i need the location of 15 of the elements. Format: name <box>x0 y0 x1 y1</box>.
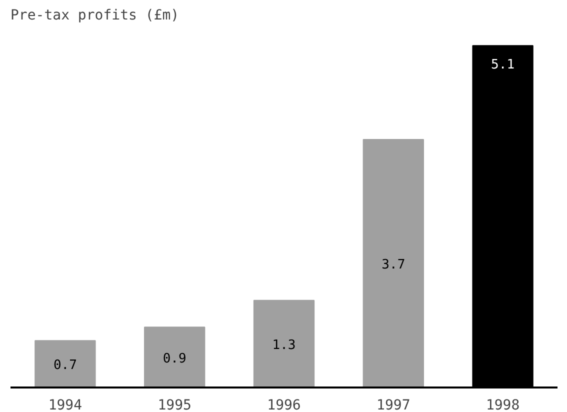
data-label: 1.3 <box>272 338 296 353</box>
data-label: 0.9 <box>162 351 186 366</box>
bar <box>253 300 315 388</box>
data-label: 0.7 <box>53 358 77 374</box>
x-tick-label: 1998 <box>486 398 520 412</box>
x-tick-label: 1997 <box>376 398 410 412</box>
bar <box>144 326 206 388</box>
data-label: 5.1 <box>491 58 515 73</box>
x-tick-label: 1995 <box>158 398 192 412</box>
data-label: 3.7 <box>382 257 406 272</box>
bar <box>34 340 96 388</box>
chart-title: Pre-tax profits (£m) <box>10 8 180 24</box>
bar <box>362 138 424 388</box>
x-tick-label: 1996 <box>267 398 301 412</box>
x-tick-label: 1994 <box>48 398 82 412</box>
